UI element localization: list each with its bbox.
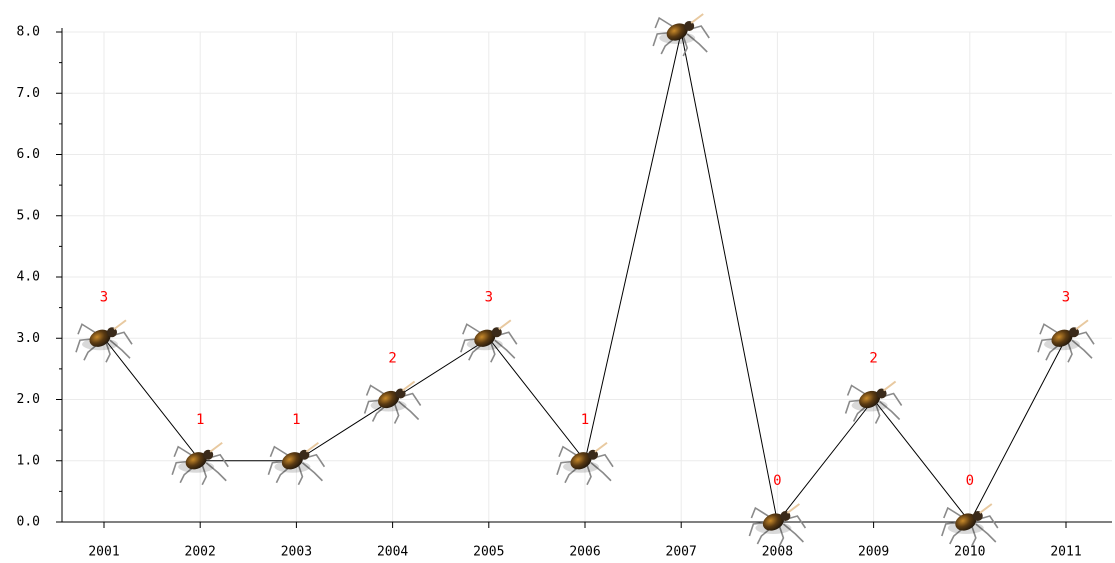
value-label: 0 <box>966 473 974 489</box>
bug-antenna <box>1075 319 1089 331</box>
bug-body <box>859 390 881 409</box>
bug-antenna <box>498 319 512 331</box>
y-tick-label: 8.0 <box>17 25 40 40</box>
bug-marker <box>267 441 326 486</box>
bug-leg <box>173 445 195 458</box>
value-label: 0 <box>773 473 781 489</box>
value-label: 3 <box>1062 289 1070 305</box>
bug-leg <box>269 445 291 458</box>
bug-antenna <box>882 380 897 392</box>
bug-body <box>666 23 688 41</box>
bug-marker <box>941 503 999 547</box>
y-tick-label: 7.0 <box>17 86 40 101</box>
bug-marker <box>652 13 710 57</box>
y-tick-label: 1.0 <box>17 453 40 468</box>
bug-leg <box>846 384 869 397</box>
x-tick-label: 2009 <box>858 545 889 560</box>
bug-leg <box>462 323 484 335</box>
bug-leg <box>1039 323 1061 335</box>
bug-leg <box>590 462 612 482</box>
value-label: 1 <box>196 412 204 428</box>
bug-body <box>570 452 592 470</box>
x-tick-label: 2003 <box>281 545 312 560</box>
bug-marker <box>556 441 614 486</box>
value-label: 1 <box>292 412 300 428</box>
grid <box>62 31 1112 523</box>
value-label: 2 <box>869 351 877 367</box>
bug-leg <box>782 523 804 543</box>
x-tick-label: 2010 <box>954 545 985 560</box>
bug-leg <box>77 323 99 335</box>
bug-antenna <box>786 503 801 514</box>
bug-body <box>1051 329 1073 347</box>
bug-body <box>89 329 111 347</box>
bug-leg <box>778 525 785 547</box>
x-tick-label: 2011 <box>1050 545 1081 560</box>
bug-leg <box>686 33 708 53</box>
y-tick-label: 2.0 <box>17 392 40 407</box>
y-tick-label: 6.0 <box>17 147 40 162</box>
bug-leg <box>105 341 111 363</box>
bug-leg <box>205 462 227 482</box>
bug-body <box>185 452 207 470</box>
bug-leg <box>558 445 580 458</box>
bug-marker <box>75 319 133 363</box>
bug-leg <box>393 403 400 424</box>
bug-leg <box>1067 341 1073 363</box>
bug-leg <box>490 341 496 363</box>
y-tick-label: 3.0 <box>17 331 40 346</box>
bug-leg <box>943 506 965 519</box>
bug-leg <box>654 16 676 29</box>
bug-leg <box>201 464 208 486</box>
bug-marker <box>363 380 422 424</box>
bug-leg <box>971 525 977 547</box>
value-label: 3 <box>485 289 493 305</box>
bug-marker <box>171 441 229 486</box>
x-tick-label: 2005 <box>473 545 504 560</box>
x-tick-label: 2002 <box>185 545 216 560</box>
bug-body <box>474 329 496 347</box>
value-label: 1 <box>581 412 589 428</box>
bug-leg <box>874 403 881 424</box>
bug-body <box>281 452 303 470</box>
bug-antenna <box>594 441 608 453</box>
bug-antenna <box>209 441 223 453</box>
bug-antenna <box>979 503 993 514</box>
bug-marker <box>1037 319 1095 363</box>
bug-antenna <box>402 380 416 392</box>
bug-antenna <box>113 319 127 331</box>
bug-marker <box>748 503 807 547</box>
bug-leg <box>365 384 388 397</box>
bug-leg <box>297 464 304 486</box>
value-label: 3 <box>100 289 108 305</box>
bug-marker <box>460 319 518 363</box>
x-tick-label: 2001 <box>88 545 119 560</box>
bug-leg <box>750 506 772 519</box>
x-tick-label: 2008 <box>762 545 793 560</box>
bug-leg <box>301 462 323 482</box>
bug-leg <box>109 339 131 359</box>
bug-leg <box>586 464 592 486</box>
bug-leg <box>1071 339 1093 359</box>
bug-marker <box>844 380 903 424</box>
y-tick-label: 5.0 <box>17 208 40 223</box>
bug-antenna <box>305 441 319 453</box>
x-tick-label: 2006 <box>569 545 600 560</box>
bug-body <box>762 513 784 531</box>
bug-body <box>378 390 400 409</box>
y-tick-label: 4.0 <box>17 270 40 285</box>
bug-antenna <box>690 13 704 24</box>
bug-leg <box>879 400 901 421</box>
bug-body <box>955 513 977 531</box>
bug-leg <box>682 35 689 57</box>
x-tick-label: 2007 <box>666 545 697 560</box>
bug-leg <box>494 339 516 359</box>
bug-leg <box>398 400 420 421</box>
bug-leg <box>975 523 997 543</box>
value-label: 2 <box>388 351 396 367</box>
y-tick-label: 0.0 <box>17 515 40 530</box>
x-tick-label: 2004 <box>377 545 408 560</box>
